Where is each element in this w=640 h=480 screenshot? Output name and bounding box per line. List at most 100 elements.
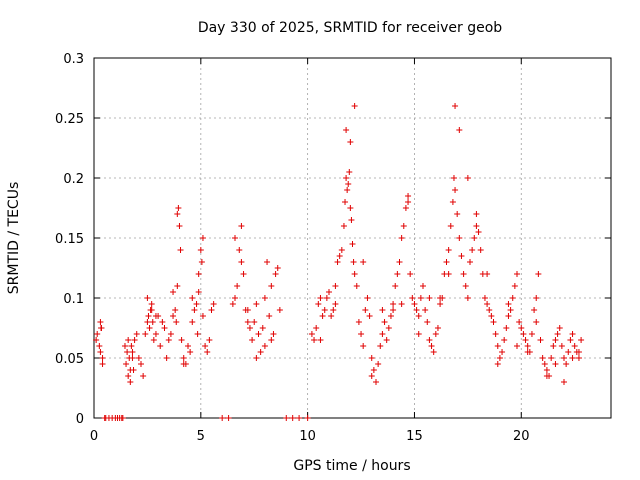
data-point bbox=[240, 271, 247, 277]
data-point bbox=[152, 313, 159, 319]
data-point bbox=[426, 337, 433, 343]
data-point bbox=[145, 313, 152, 319]
data-point bbox=[355, 319, 362, 325]
axis-ticks: 0 0.05 0.1 0.15 0.2 0.25 0.3 0 5 10 15 20 bbox=[55, 52, 611, 444]
chart-title: Day 330 of 2025, SRMTID for receiver geo… bbox=[198, 20, 502, 36]
data-point bbox=[541, 361, 548, 367]
data-point bbox=[518, 325, 525, 331]
data-point bbox=[204, 349, 211, 355]
data-point bbox=[533, 319, 540, 325]
data-point bbox=[343, 175, 350, 181]
data-point bbox=[385, 325, 392, 331]
data-point bbox=[501, 337, 508, 343]
data-point bbox=[464, 175, 471, 181]
data-point bbox=[430, 349, 437, 355]
data-point bbox=[509, 295, 516, 301]
data-point bbox=[392, 283, 399, 289]
data-point bbox=[462, 283, 469, 289]
y-tick-label: 0.15 bbox=[55, 232, 84, 247]
data-point bbox=[172, 307, 179, 313]
data-point bbox=[424, 319, 431, 325]
data-point bbox=[484, 271, 491, 277]
data-point bbox=[180, 361, 187, 367]
data-point bbox=[522, 337, 529, 343]
data-point bbox=[185, 343, 191, 349]
data-point bbox=[348, 217, 355, 223]
data-point bbox=[208, 307, 215, 313]
data-point bbox=[311, 337, 318, 343]
data-point bbox=[274, 265, 281, 271]
data-point bbox=[97, 319, 104, 325]
data-point bbox=[170, 313, 177, 319]
data-point bbox=[261, 295, 268, 301]
x-axis-label: GPS time / hours bbox=[293, 458, 410, 474]
data-point bbox=[199, 313, 206, 319]
data-point bbox=[413, 307, 420, 313]
data-point bbox=[259, 325, 266, 331]
data-point bbox=[336, 253, 343, 259]
y-tick-label: 0.3 bbox=[63, 52, 84, 67]
data-point bbox=[516, 319, 523, 325]
data-point bbox=[524, 343, 531, 349]
data-point bbox=[571, 343, 578, 349]
grid bbox=[94, 58, 611, 418]
data-point bbox=[124, 349, 131, 355]
data-point bbox=[96, 343, 103, 349]
data-point bbox=[524, 349, 531, 355]
data-point bbox=[119, 415, 126, 421]
data-point bbox=[563, 361, 570, 367]
data-point bbox=[411, 301, 418, 307]
data-point bbox=[471, 235, 478, 241]
data-point bbox=[443, 259, 450, 265]
data-point bbox=[332, 283, 339, 289]
data-point bbox=[539, 355, 546, 361]
data-point bbox=[328, 313, 335, 319]
data-point bbox=[177, 247, 184, 253]
data-point bbox=[514, 343, 520, 349]
data-point bbox=[390, 307, 397, 313]
data-point bbox=[511, 283, 518, 289]
data-point bbox=[569, 355, 576, 361]
data-point bbox=[456, 127, 463, 133]
data-point bbox=[520, 331, 527, 337]
data-point bbox=[456, 235, 463, 241]
data-point bbox=[496, 355, 503, 361]
data-point bbox=[499, 349, 506, 355]
data-point bbox=[347, 205, 354, 211]
data-point bbox=[276, 307, 283, 313]
data-point bbox=[375, 361, 382, 367]
data-point bbox=[264, 259, 271, 265]
data-point bbox=[321, 307, 328, 313]
data-point bbox=[556, 325, 563, 331]
data-point bbox=[554, 331, 561, 337]
data-point bbox=[255, 331, 262, 337]
data-point bbox=[417, 295, 424, 301]
data-point bbox=[368, 355, 375, 361]
data-point bbox=[535, 271, 542, 277]
data-point bbox=[338, 247, 345, 253]
x-tick-label: 15 bbox=[406, 429, 423, 444]
data-point bbox=[366, 313, 373, 319]
data-point bbox=[400, 223, 407, 229]
data-point bbox=[99, 361, 106, 367]
data-point bbox=[405, 199, 412, 205]
data-point bbox=[426, 295, 433, 301]
data-point bbox=[272, 271, 279, 277]
data-point bbox=[475, 229, 482, 235]
data-point bbox=[561, 355, 567, 361]
data-point bbox=[351, 103, 358, 109]
data-point bbox=[317, 337, 324, 343]
data-point bbox=[317, 295, 324, 301]
data-point bbox=[135, 355, 142, 361]
data-point bbox=[565, 349, 572, 355]
data-point bbox=[409, 295, 416, 301]
data-point bbox=[420, 283, 426, 289]
data-point bbox=[347, 139, 354, 145]
data-point bbox=[428, 343, 435, 349]
data-point bbox=[349, 241, 356, 247]
x-tick-label: 10 bbox=[299, 429, 316, 444]
data-point bbox=[253, 301, 260, 307]
y-tick-label: 0.25 bbox=[55, 112, 84, 127]
data-point bbox=[148, 307, 155, 313]
data-point bbox=[97, 349, 104, 355]
